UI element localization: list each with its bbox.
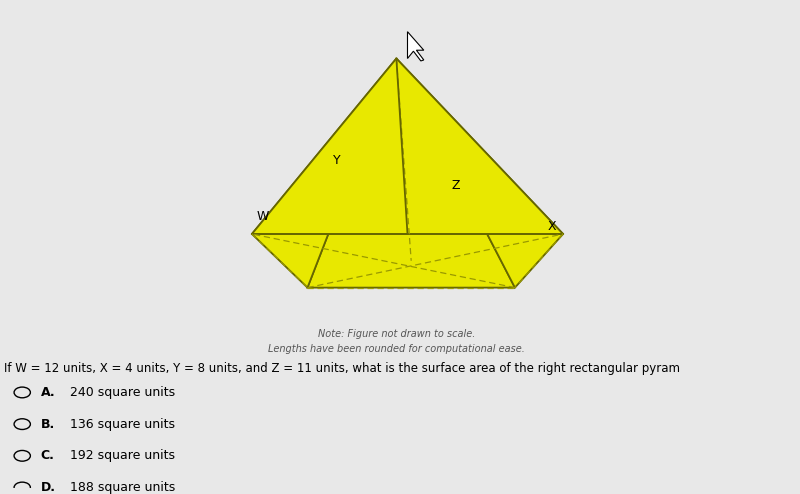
Text: Z: Z: [451, 179, 460, 192]
Polygon shape: [307, 58, 515, 288]
Text: W: W: [257, 210, 270, 223]
Polygon shape: [252, 58, 396, 288]
Polygon shape: [252, 58, 563, 234]
Text: 192 square units: 192 square units: [70, 450, 175, 462]
Polygon shape: [396, 58, 563, 288]
Text: 240 square units: 240 square units: [70, 386, 175, 399]
Text: Lengths have been rounded for computational ease.: Lengths have been rounded for computatio…: [268, 343, 525, 354]
Text: B.: B.: [41, 417, 55, 431]
Text: If W = 12 units, X = 4 units, Y = 8 units, and Z = 11 units, what is the surface: If W = 12 units, X = 4 units, Y = 8 unit…: [4, 362, 680, 374]
Text: X: X: [548, 220, 556, 233]
Text: A.: A.: [41, 386, 55, 399]
Text: Note: Figure not drawn to scale.: Note: Figure not drawn to scale.: [318, 329, 475, 339]
Polygon shape: [407, 32, 424, 61]
Text: 188 square units: 188 square units: [70, 481, 176, 494]
Text: 136 square units: 136 square units: [70, 417, 175, 431]
Text: C.: C.: [41, 450, 54, 462]
Text: Y: Y: [334, 154, 341, 167]
Text: D.: D.: [41, 481, 56, 494]
